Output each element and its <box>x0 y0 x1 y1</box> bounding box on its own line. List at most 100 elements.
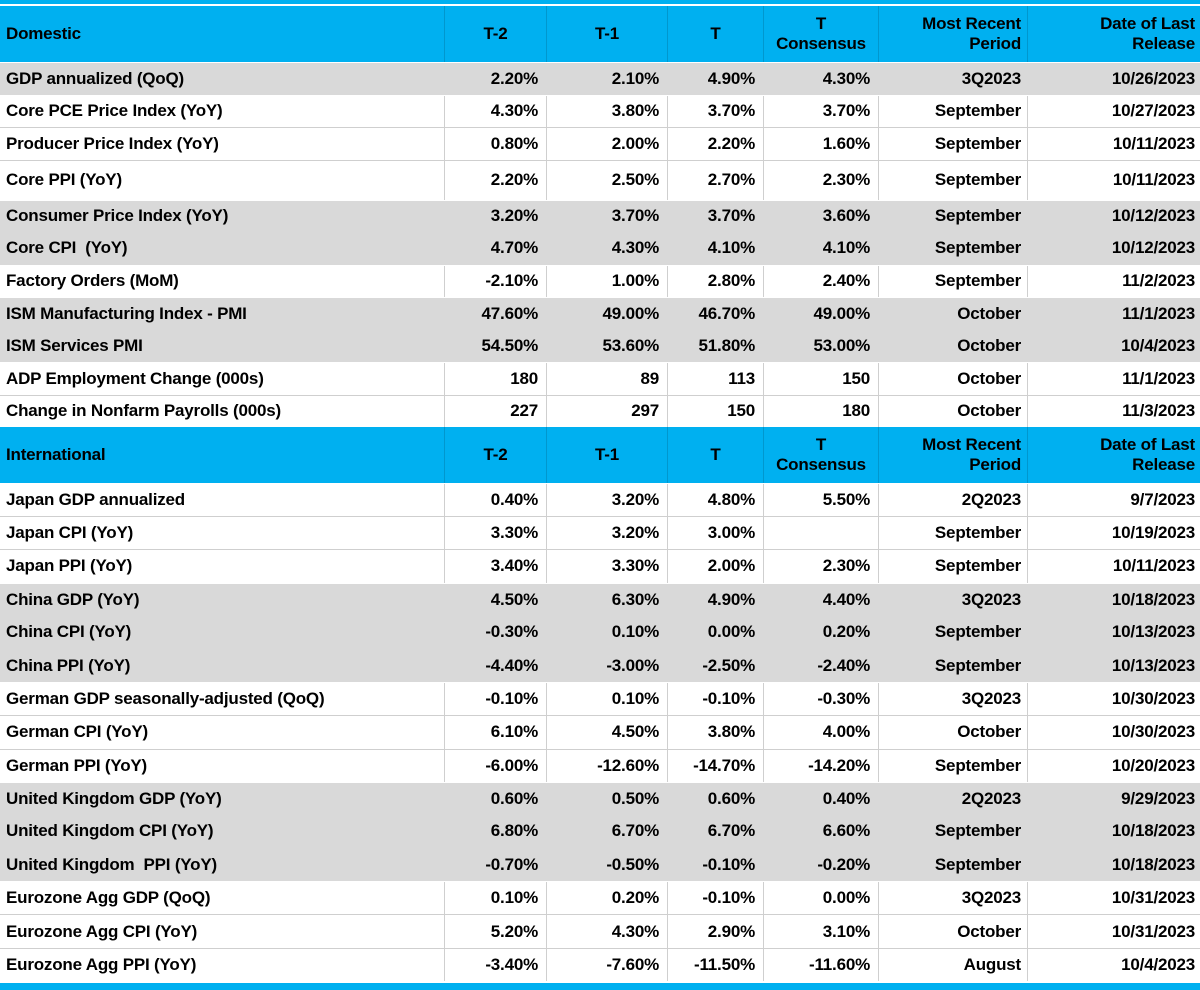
cell-most-recent-period: September <box>878 128 1027 160</box>
cell-t-consensus-value <box>763 517 878 550</box>
cell-indicator-label: China PPI (YoY) <box>6 655 131 675</box>
cell-most-recent-period: September <box>878 265 1027 297</box>
table-row: Eurozone Agg GDP (QoQ) 0.10% 0.20% -0.10… <box>0 881 1200 915</box>
cell-t1-value: 2.00% <box>546 128 667 160</box>
cell-date-of-last-release: 10/11/2023 <box>1027 128 1200 160</box>
cell-t1-value: 4.30% <box>611 238 659 258</box>
cell-most-recent-period: October <box>878 716 1027 749</box>
cell-t1-value: 3.80% <box>546 95 667 127</box>
cell-t-consensus-value: 0.40% <box>822 788 870 808</box>
column-header-t-consensus: T Consensus <box>763 6 878 62</box>
cell-indicator-label: United Kingdom GDP (YoY) <box>6 788 222 808</box>
column-header-t1: T-1 <box>546 427 667 483</box>
cell-t2-value: 3.40% <box>444 550 546 583</box>
cell-date-of-last-release: 10/18/2023 <box>1111 589 1195 609</box>
cell-t-consensus-value: 2.30% <box>763 550 878 583</box>
cell-indicator-label: German PPI (YoY) <box>6 755 148 775</box>
cell-most-recent-period: October <box>957 335 1021 355</box>
cell-indicator-label: Consumer Price Index (YoY) <box>6 206 229 226</box>
column-header-most-recent-period: Most Recent Period <box>878 427 1027 483</box>
table-row: China CPI (YoY) -0.30% 0.10% 0.00% 0.20%… <box>0 615 1200 649</box>
cell-t-value: 0.00% <box>707 622 755 642</box>
cell-t1-value: 0.10% <box>611 622 659 642</box>
cell-t-value: 3.70% <box>707 206 755 226</box>
cell-t2-value: 227 <box>444 395 546 427</box>
cell-most-recent-period: August <box>878 948 1027 981</box>
cell-date-of-last-release: 9/29/2023 <box>1121 788 1195 808</box>
cell-date-of-last-release: 10/19/2023 <box>1027 517 1200 550</box>
cell-t-consensus-value: 2.30% <box>763 160 878 200</box>
table-row: United Kingdom CPI (YoY) 6.80% 6.70% 6.7… <box>0 814 1200 849</box>
cell-t2-value: -0.30% <box>485 622 538 642</box>
cell-t-consensus-value: 49.00% <box>813 303 871 323</box>
table-row: ISM Services PMI 54.50% 53.60% 51.80% 53… <box>0 329 1200 362</box>
column-header-t2: T-2 <box>444 427 546 483</box>
section-header-row: International T-2 T-1 T T Consensus Most … <box>0 427 1200 483</box>
cell-t-value: -0.10% <box>667 683 763 716</box>
cell-most-recent-period: September <box>878 749 1027 782</box>
cell-t2-value: 5.20% <box>444 915 546 948</box>
cell-date-of-last-release: 10/4/2023 <box>1027 948 1200 981</box>
cell-t1-value: 3.30% <box>546 550 667 583</box>
cell-most-recent-period: October <box>878 915 1027 948</box>
cell-t-consensus-value: -0.30% <box>763 683 878 716</box>
cell-most-recent-period: September <box>934 206 1021 226</box>
table-row: ADP Employment Change (000s) 180 89 113 … <box>0 362 1200 395</box>
cell-t-value: 0.60% <box>707 788 755 808</box>
column-header-t: T <box>667 6 763 62</box>
table-row: China PPI (YoY) -4.40% -3.00% -2.50% -2.… <box>0 648 1200 683</box>
cell-most-recent-period: September <box>934 854 1021 874</box>
cell-most-recent-period: September <box>934 655 1021 675</box>
cell-date-of-last-release: 9/7/2023 <box>1027 484 1200 517</box>
cell-t1-value: 49.00% <box>602 303 660 323</box>
table-row: Japan CPI (YoY) 3.30% 3.20% 3.00% Septem… <box>0 516 1200 550</box>
cell-indicator-label: United Kingdom PPI (YoY) <box>6 854 217 874</box>
cell-indicator-label: German GDP seasonally-adjusted (QoQ) <box>6 689 325 709</box>
cell-indicator-label: Core PCE Price Index (YoY) <box>6 101 223 121</box>
table-row: Change in Nonfarm Payrolls (000s) 227 29… <box>0 394 1200 427</box>
section-title: Domestic <box>6 23 81 43</box>
cell-date-of-last-release: 10/18/2023 <box>1111 821 1195 841</box>
cell-t1-value: -3.00% <box>606 655 659 675</box>
column-header-most-recent-period: Most Recent Period <box>878 6 1027 62</box>
cell-t1-value: 0.10% <box>546 683 667 716</box>
cell-most-recent-period: October <box>878 395 1027 427</box>
cell-t-consensus-value: -0.20% <box>817 854 870 874</box>
cell-indicator-label: Change in Nonfarm Payrolls (000s) <box>6 401 281 421</box>
cell-t-value: 3.70% <box>667 95 763 127</box>
cell-t2-value: 0.40% <box>444 484 546 517</box>
cell-t-value: 4.10% <box>707 238 755 258</box>
cell-most-recent-period: September <box>878 550 1027 583</box>
cell-indicator-label: ADP Employment Change (000s) <box>6 368 264 388</box>
cell-most-recent-period: September <box>934 821 1021 841</box>
cell-t2-value: 4.70% <box>490 238 538 258</box>
cell-t-value: 2.20% <box>667 128 763 160</box>
cell-indicator-label: Japan CPI (YoY) <box>6 523 134 543</box>
cell-t-consensus-value: 1.60% <box>763 128 878 160</box>
cell-t-consensus-value: 3.10% <box>763 915 878 948</box>
cell-indicator-label: Eurozone Agg GDP (QoQ) <box>6 888 211 908</box>
cell-t-consensus-value: 4.00% <box>763 716 878 749</box>
bottom-border-strip <box>0 980 1200 990</box>
table-row: German GDP seasonally-adjusted (QoQ) -0.… <box>0 682 1200 716</box>
cell-indicator-label: China GDP (YoY) <box>6 589 140 609</box>
cell-most-recent-period: September <box>878 160 1027 200</box>
cell-t1-value: 0.20% <box>546 882 667 915</box>
cell-indicator-label: Japan PPI (YoY) <box>6 556 133 576</box>
cell-t-consensus-value: 4.10% <box>822 238 870 258</box>
cell-most-recent-period: 3Q2023 <box>961 589 1021 609</box>
cell-t-consensus-value: 5.50% <box>763 484 878 517</box>
cell-t-consensus-value: 0.20% <box>822 622 870 642</box>
cell-indicator-label: Factory Orders (MoM) <box>6 271 179 291</box>
table-row: German PPI (YoY) -6.00% -12.60% -14.70% … <box>0 748 1200 782</box>
cell-date-of-last-release: 10/20/2023 <box>1027 749 1200 782</box>
cell-indicator-label: United Kingdom CPI (YoY) <box>6 821 214 841</box>
cell-t-consensus-value: 2.40% <box>763 265 878 297</box>
cell-t-consensus-value: 6.60% <box>822 821 870 841</box>
cell-most-recent-period: 3Q2023 <box>878 683 1027 716</box>
cell-t2-value: -2.10% <box>444 265 546 297</box>
cell-t-value: 2.80% <box>667 265 763 297</box>
cell-indicator-label: ISM Services PMI <box>6 335 143 355</box>
cell-indicator-label: China CPI (YoY) <box>6 622 132 642</box>
cell-t1-value: 3.70% <box>611 206 659 226</box>
